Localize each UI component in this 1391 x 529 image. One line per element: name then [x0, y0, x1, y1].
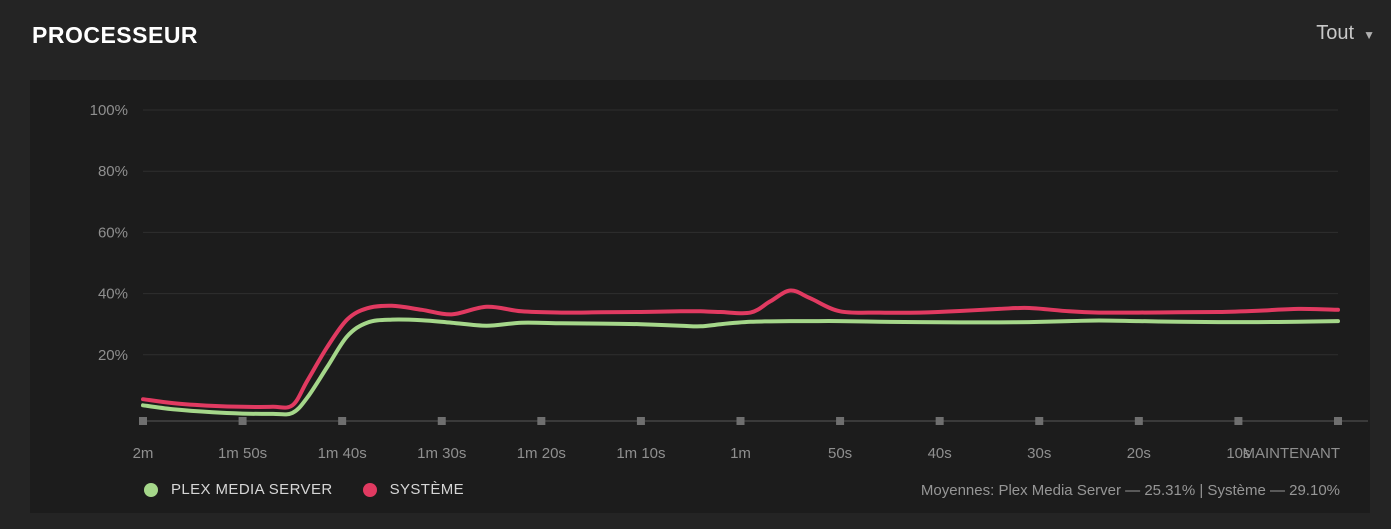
- x-axis-label-1m-30s: 1m 30s: [417, 445, 466, 462]
- x-tick-mark-80: [537, 417, 546, 425]
- legend-item-systeme: SYSTÈME: [362, 481, 465, 498]
- x-axis-label-1m-10s: 1m 10s: [616, 445, 665, 462]
- legend-item-plex-media-server: PLEX MEDIA SERVER: [144, 481, 333, 498]
- cpu-chart-panel: 20% 40% 60% 80% 100% 2m 1m 50s 1m 40s 1m 30s 1m 2…: [30, 80, 1370, 513]
- x-tick-mark-100: [338, 417, 347, 425]
- chevron-down-icon: ▼: [1363, 28, 1375, 42]
- series-line-plex-media-server: [141, 317, 1340, 417]
- time-range-dropdown[interactable]: Tout ▼: [1316, 22, 1375, 45]
- x-tick-mark-10: [1234, 417, 1243, 425]
- x-tick-mark-30: [1035, 417, 1044, 425]
- legend-label-systeme: SYSTÈME: [389, 481, 465, 498]
- legend-label-plex-media-server: PLEX MEDIA SERVER: [171, 481, 333, 498]
- y-axis-label-60: 60%: [98, 224, 128, 241]
- x-axis-label-30s: 30s: [1027, 445, 1051, 462]
- x-axis-label-1m-20s: 1m 20s: [517, 445, 566, 462]
- x-axis-label-50s: 50s: [828, 445, 852, 462]
- y-axis-label-20: 20%: [98, 347, 128, 364]
- x-tick-mark-110: [238, 417, 247, 425]
- cpu-usage-chart: 20% 40% 60% 80% 100% 2m 1m 50s 1m 40s 1m 30s 1m 2…: [90, 102, 1368, 462]
- x-axis-label-1m: 1m: [730, 445, 751, 462]
- time-range-dropdown-value: Tout: [1316, 22, 1355, 44]
- page-title: PROCESSEUR: [32, 22, 199, 48]
- plex-series-color-dot: [144, 482, 158, 497]
- system-series-color-dot: [362, 482, 377, 497]
- x-axis-label-20s: 20s: [1127, 445, 1151, 462]
- x-axis-label-10s: 10s: [1226, 445, 1250, 462]
- x-axis-label-1m-40s: 1m 40s: [318, 445, 367, 462]
- y-axis-label-100: 100%: [90, 102, 128, 119]
- x-tick-mark-50: [836, 417, 845, 425]
- x-tick-mark-90: [437, 417, 446, 425]
- x-tick-mark-40: [935, 417, 944, 425]
- x-tick-mark-60: [736, 417, 745, 425]
- x-tick-mark-70: [636, 417, 645, 425]
- x-axis-label-40s: 40s: [928, 445, 952, 462]
- chart-legend: PLEX MEDIA SERVER SYSTÈME: [144, 481, 464, 498]
- series-line-systeme: [141, 288, 1340, 410]
- x-tick-mark-0: [1334, 417, 1342, 425]
- y-axis-label-40: 40%: [98, 286, 128, 303]
- x-tick-mark-20: [1134, 417, 1143, 425]
- y-axis-label-80: 80%: [98, 163, 128, 180]
- x-axis-label-1m-50s: 1m 50s: [218, 445, 267, 462]
- averages-text: Moyennes: Plex Media Server — 25.31% | S…: [920, 482, 1340, 499]
- x-axis-label-2m: 2m: [133, 445, 154, 462]
- x-tick-mark-120: [139, 417, 147, 425]
- x-axis-label-maintenant: MAINTENANT: [1243, 445, 1341, 462]
